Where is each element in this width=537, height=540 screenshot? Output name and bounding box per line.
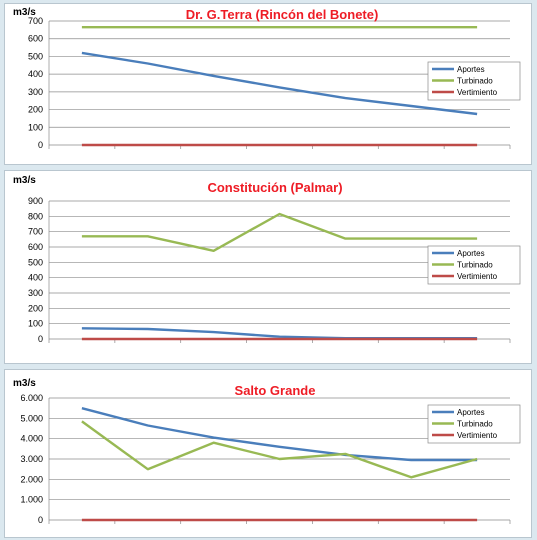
y-tick-label: 200 [28, 105, 43, 115]
y-tick-label: 2.000 [20, 474, 43, 484]
y-tick-label: 400 [28, 69, 43, 79]
legend-label-turbinado: Turbinado [457, 77, 493, 86]
y-tick-label: 900 [28, 196, 43, 206]
y-unit-label: m3/s [13, 378, 36, 389]
y-tick-label: 800 [28, 211, 43, 221]
y-tick-label: 100 [28, 122, 43, 132]
y-tick-label: 0 [38, 334, 43, 344]
legend-label-turbinado: Turbinado [457, 261, 493, 270]
chart-panel-palmar: 0 100 200 300 400 500 600 700 800 900 Constitución… [4, 170, 532, 364]
y-tick-label: 500 [28, 51, 43, 61]
chart-palmar: 0 100 200 300 400 500 600 700 800 900 Constitución… [13, 175, 521, 344]
y-tick-label: 600 [28, 34, 43, 44]
series-line-aportes [81, 51, 478, 116]
y-tick-label: 500 [28, 257, 43, 267]
y-tick-label: 700 [28, 227, 43, 237]
chart-panel-terra: 0 100 200 300 400 500 600 700 Dr. G.Terra (Rincó… [4, 3, 532, 165]
y-tick-label: 700 [28, 16, 43, 26]
y-tick-label: 0 [38, 515, 43, 525]
y-tick-label: 300 [28, 87, 43, 97]
y-tick-label: 0 [38, 140, 43, 150]
y-unit-label: m3/s [13, 175, 36, 186]
series-line-turbinado [81, 420, 478, 479]
series-line-aportes [81, 407, 478, 462]
series-line-turbinado [81, 212, 478, 253]
y-tick-label: 5.000 [20, 413, 43, 423]
y-unit-label: m3/s [13, 7, 36, 18]
chart-panel-salto-grande: 0 1.000 2.000 3.000 4.000 5.000 6.000 Salto Gra… [4, 369, 532, 538]
y-tick-label: 3.000 [20, 454, 43, 464]
legend-label-vertimiento: Vertimiento [457, 88, 498, 97]
y-tick-label: 200 [28, 303, 43, 313]
chart-salto-grande: 0 1.000 2.000 3.000 4.000 5.000 6.000 Salto Gra… [13, 378, 521, 525]
y-tick-label: 6.000 [20, 393, 43, 403]
y-tick-label: 600 [28, 242, 43, 252]
legend-label-aportes: Aportes [457, 249, 485, 258]
legend-label-vertimiento: Vertimiento [457, 272, 498, 281]
legend-label-aportes: Aportes [457, 408, 485, 417]
y-tick-label: 100 [28, 319, 43, 329]
chart-title: Salto Grande [235, 383, 316, 398]
chart-title: Constitución (Palmar) [207, 180, 342, 195]
y-tick-label: 4.000 [20, 434, 43, 444]
y-tick-label: 400 [28, 273, 43, 283]
legend-label-aportes: Aportes [457, 65, 485, 74]
chart-title: Dr. G.Terra (Rincón del Bonete) [186, 7, 379, 22]
legend-label-turbinado: Turbinado [457, 420, 493, 429]
series-line-aportes [81, 327, 478, 340]
y-tick-label: 1.000 [20, 495, 43, 505]
chart-terra: 0 100 200 300 400 500 600 700 Dr. G.Terra (Rincó… [13, 7, 521, 150]
y-tick-label: 300 [28, 288, 43, 298]
legend-label-vertimiento: Vertimiento [457, 431, 498, 440]
